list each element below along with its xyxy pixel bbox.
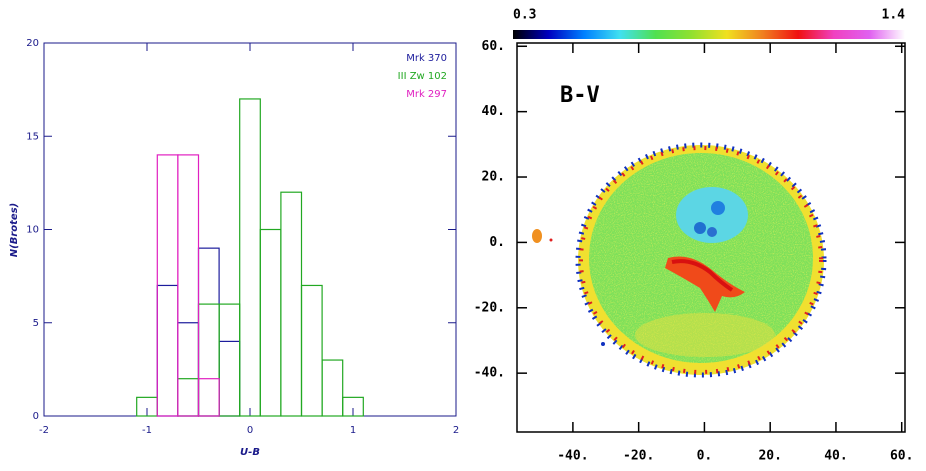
x-tick-label: -1 [142, 425, 152, 436]
histogram-bar [259, 228, 282, 417]
blue-core [676, 187, 748, 243]
annotation: B-V [560, 83, 600, 108]
histogram-bar [239, 98, 261, 417]
histogram-bar [197, 247, 220, 417]
knot [549, 238, 553, 242]
histogram-panel: U-B N(Brotes) 0 5 10 15 20 -2 -1 0 1 2 Mrk 370 III … [9, 38, 459, 458]
legend-entry: Mrk 297 [406, 89, 447, 100]
x-tick-label: -40. [557, 449, 588, 464]
colorbar-label: 0.3 [513, 8, 536, 23]
red-band [665, 256, 745, 312]
y-tick-label: 60. [482, 39, 505, 54]
x-tick-label: 1 [350, 425, 356, 436]
image-panel: B-V 60. 40. 20. 0. -20. -40. -40. -20. 0. 20. 40. 6… [474, 8, 914, 464]
y-axis-label: N(Brotes) [9, 203, 20, 257]
y-tick-label: 0 [33, 411, 39, 422]
y-tick-label: 10 [26, 225, 39, 236]
colorbar [513, 30, 905, 39]
y-tick-label: 20. [482, 170, 505, 185]
core-spot [711, 201, 725, 215]
core-spot [694, 222, 706, 234]
y-tick-label: 15 [26, 131, 39, 142]
histogram-bar [342, 396, 364, 417]
x-tick-label: 20. [758, 449, 781, 464]
histogram-bar [177, 378, 200, 417]
core-spot [707, 227, 717, 237]
galaxy-edge-red [579, 146, 823, 374]
y-tick-label: -20. [474, 300, 505, 315]
histogram-bar [218, 303, 241, 417]
plot-frame [516, 42, 906, 433]
yellow-region [635, 313, 775, 357]
galaxy-map [532, 142, 827, 378]
x-tick-label: 60. [890, 449, 913, 464]
knot [532, 229, 542, 243]
histogram-bar [321, 359, 344, 417]
y-tick-label: 20 [26, 38, 39, 49]
y-tick-label: 40. [482, 104, 505, 119]
x-tick-label: -20. [623, 449, 654, 464]
histogram-bar [156, 284, 179, 417]
histogram-bar [177, 154, 200, 417]
y-tick-label: -40. [474, 366, 505, 381]
red-ridge [671, 259, 734, 292]
x-tick-label: 40. [824, 449, 847, 464]
x-tick-label: 0 [247, 425, 253, 436]
histogram-bar [197, 378, 220, 417]
x-tick-label: -2 [39, 425, 49, 436]
histogram-bar [300, 284, 323, 417]
histogram-bar [280, 191, 303, 417]
x-axis-label: U-B [240, 447, 260, 458]
y-tick-label: 5 [33, 318, 39, 329]
colorbar-label: 1.4 [882, 8, 906, 23]
galaxy-texture [589, 153, 813, 363]
y-tick-label: 0. [489, 235, 505, 250]
x-tick-label: 0. [697, 449, 713, 464]
histogram-bar [177, 322, 200, 417]
x-tick-label: 2 [453, 425, 459, 436]
histogram-bar [218, 340, 241, 417]
legend-entry: Mrk 370 [406, 53, 447, 64]
knot [601, 342, 605, 346]
legend-entry: III Zw 102 [398, 71, 447, 82]
histogram-bar [197, 303, 220, 417]
